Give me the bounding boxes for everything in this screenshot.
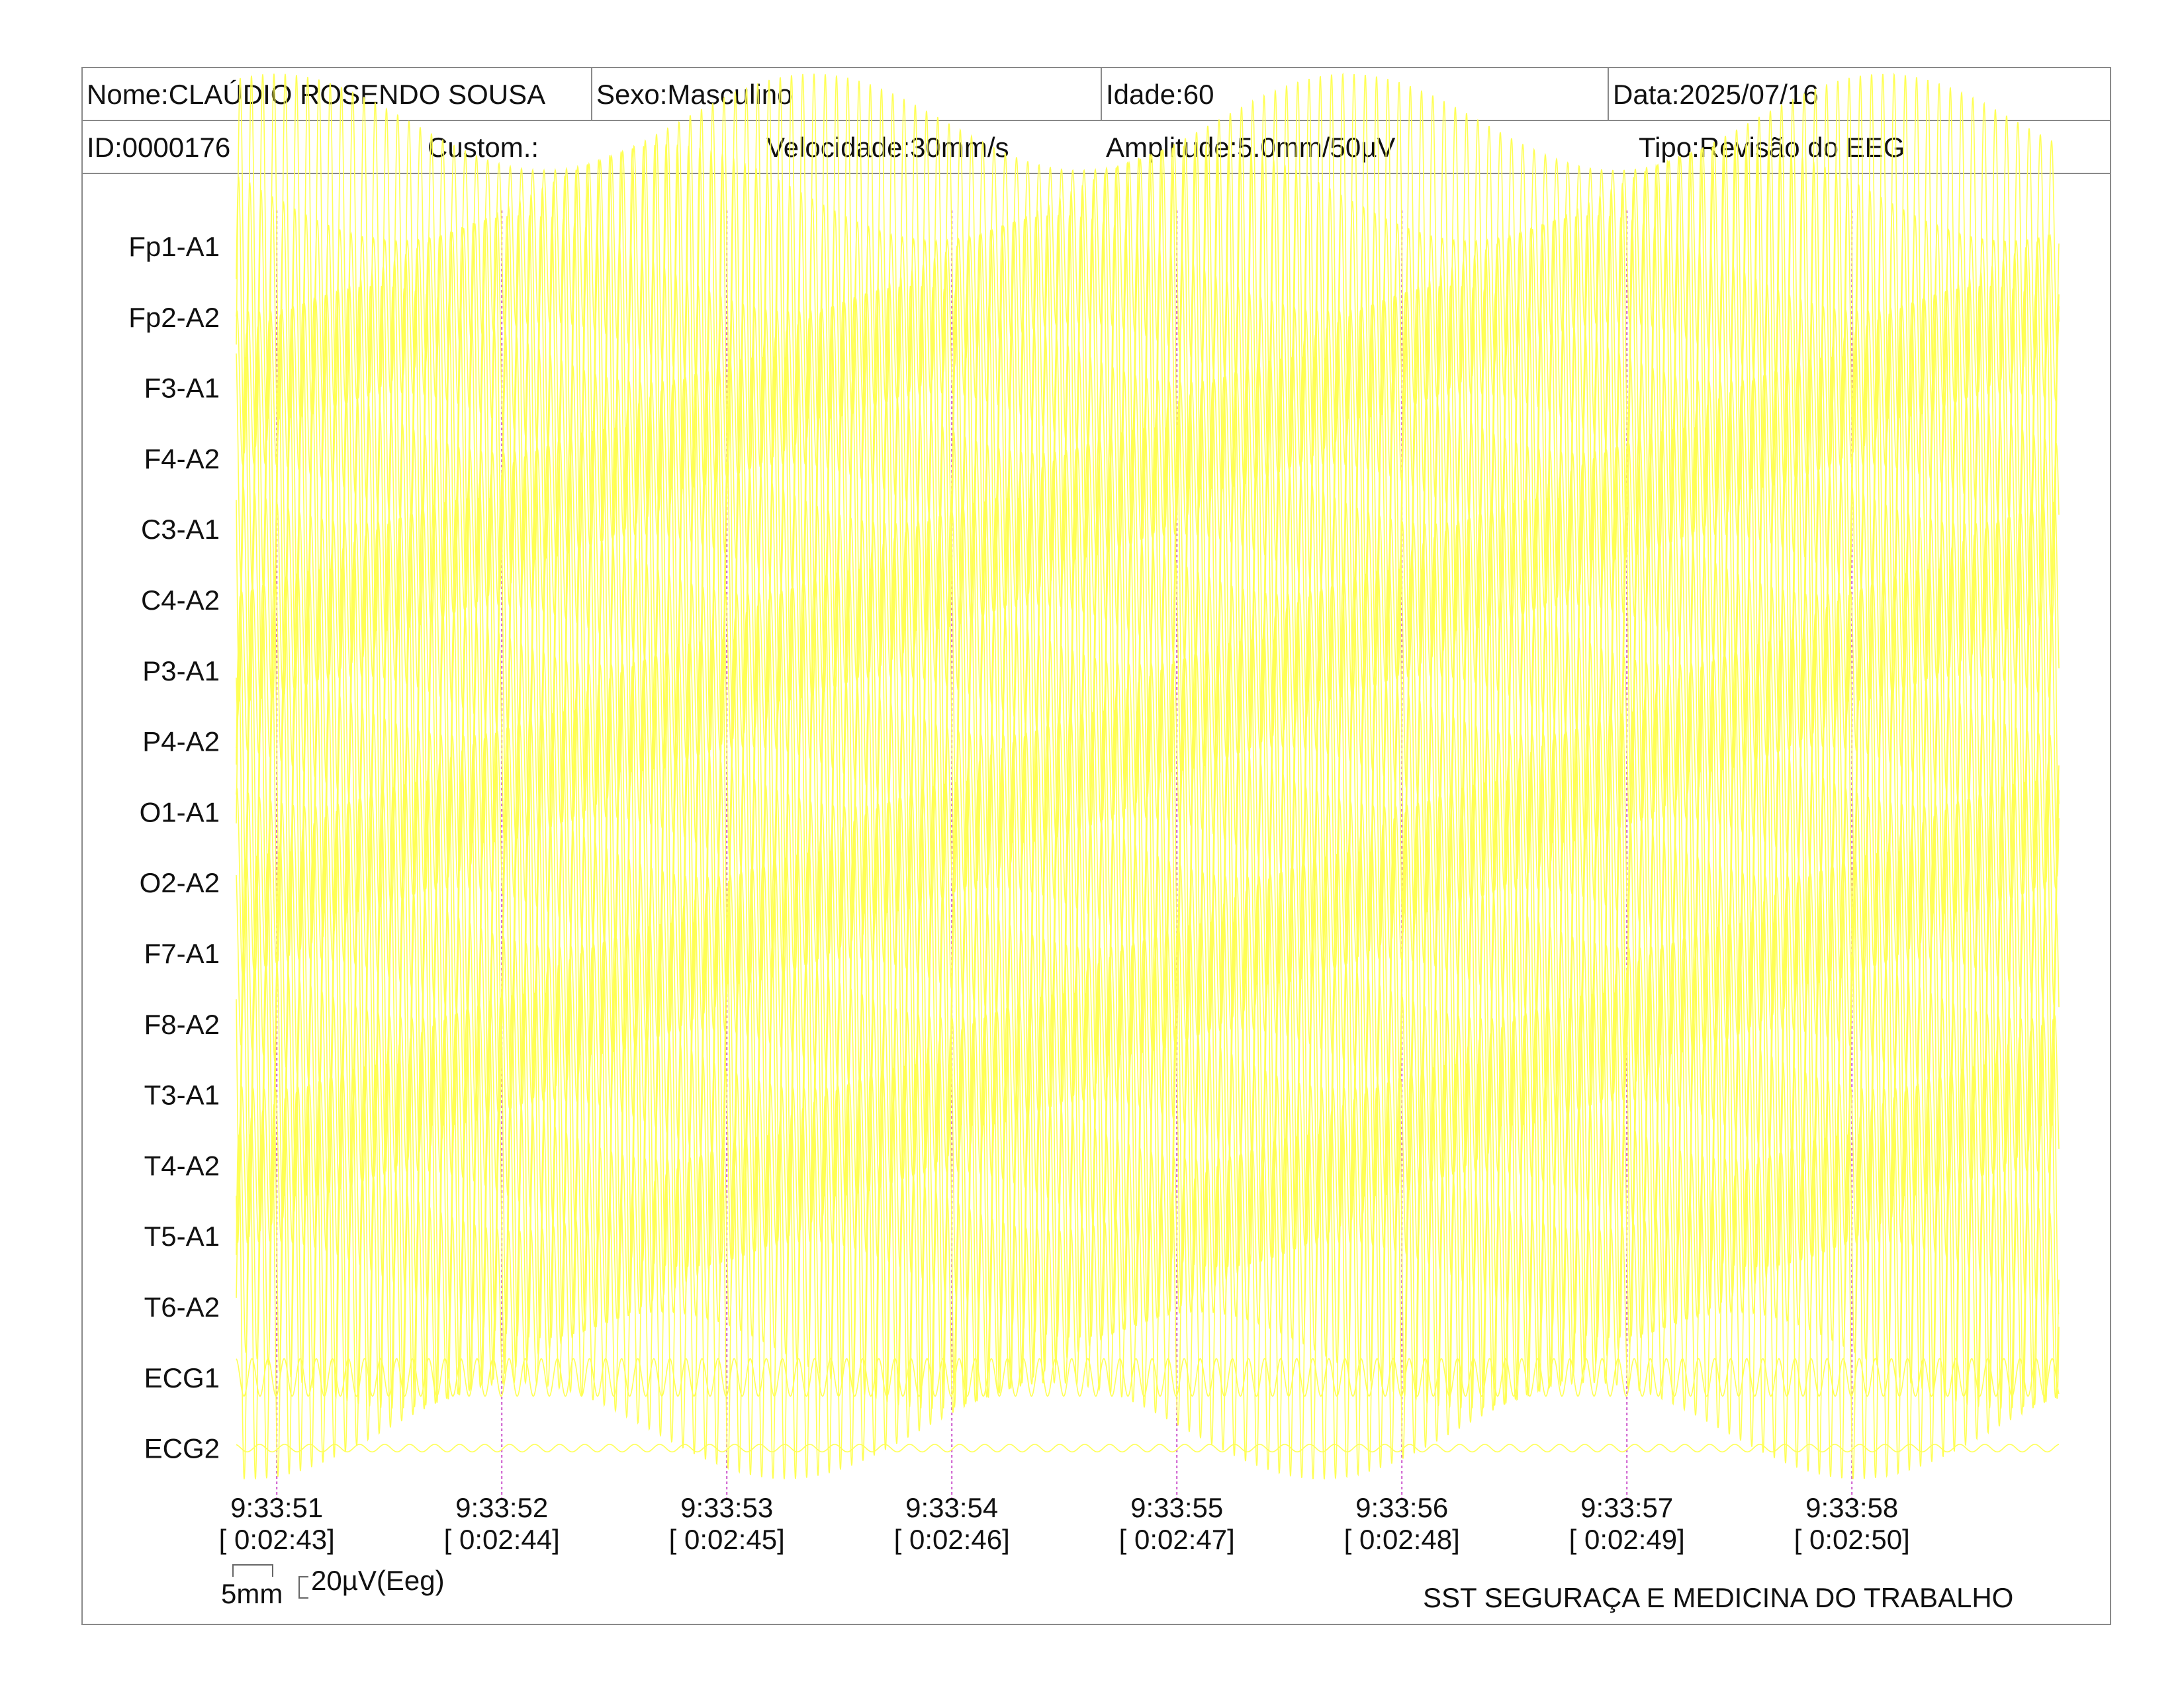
time-scale-bracket	[232, 1564, 273, 1577]
time-clock-label: 9:33:58	[1805, 1492, 1898, 1523]
channel-label: O2-A2	[140, 867, 220, 898]
time-elapsed-label: [ 0:02:46]	[894, 1524, 1010, 1555]
time-elapsed-label: [ 0:02:45]	[669, 1524, 785, 1555]
amplitude-scale-label: 20µV(Eeg)	[311, 1565, 445, 1596]
channel-label: P3-A1	[142, 655, 220, 686]
time-elapsed-label: [ 0:02:43]	[219, 1524, 335, 1555]
time-elapsed-label: [ 0:02:50]	[1794, 1524, 1910, 1555]
channel-label: F7-A1	[144, 938, 220, 969]
channel-trace	[236, 1444, 2060, 1453]
time-clock-label: 9:33:57	[1580, 1492, 1673, 1523]
channel-label: ECG2	[144, 1433, 220, 1464]
channel-trace	[236, 1134, 2060, 1480]
custom-field: Custom.:	[428, 132, 539, 163]
time-scale-label: 5mm	[221, 1578, 283, 1609]
channel-label: T6-A2	[144, 1291, 220, 1323]
channel-trace	[236, 214, 2060, 561]
time-elapsed-label: [ 0:02:48]	[1344, 1524, 1460, 1555]
recording-speed: Velocidade:30mm/s	[766, 132, 1009, 163]
channel-label: O1-A1	[140, 796, 220, 827]
channel-label: C3-A1	[141, 514, 220, 545]
channel-label: T4-A2	[144, 1150, 220, 1181]
exam-date: Data:2025/07/16	[1613, 79, 1819, 110]
time-clock-label: 9:33:53	[680, 1492, 773, 1523]
header-row-patient: Nome:CLAÚDIO ROSENDO SOUSA Sexo:Masculin…	[83, 68, 2110, 121]
channel-trace	[236, 708, 2060, 1056]
channel-trace	[236, 779, 2060, 1127]
time-clock-label: 9:33:52	[455, 1492, 548, 1523]
channel-trace	[236, 285, 2060, 632]
channel-trace	[236, 920, 2060, 1268]
time-elapsed-label: [ 0:02:49]	[1569, 1524, 1685, 1555]
calibration-scale	[232, 1564, 308, 1599]
time-clock-label: 9:33:54	[905, 1492, 998, 1523]
patient-age: Idade:60	[1102, 68, 1609, 120]
channel-label: C4-A2	[141, 585, 220, 616]
time-clock-label: 9:33:55	[1130, 1492, 1223, 1523]
time-elapsed-label: [ 0:02:44]	[444, 1524, 560, 1555]
channel-label: T3-A1	[144, 1080, 220, 1111]
patient-id: ID:0000176	[87, 132, 231, 163]
channel-trace	[236, 356, 2060, 702]
amplitude-scale-bracket	[298, 1576, 308, 1599]
channel-trace	[236, 1358, 2060, 1397]
channel-label: F8-A2	[144, 1009, 220, 1040]
company-name: SST SEGURAÇA E MEDICINA DO TRABALHO	[1423, 1582, 2014, 1613]
channel-labels: Fp1-A1 Fp2-A2 F3-A1 F4-A2 C3-A1 C4-A2 P3-A1 P4-…	[128, 231, 220, 1464]
channel-label: Fp1-A1	[128, 231, 220, 262]
channel-label: ECG1	[144, 1362, 220, 1393]
channel-label: P4-A2	[142, 726, 220, 757]
channel-label: Fp2-A2	[128, 302, 220, 333]
channel-label: T5-A1	[144, 1221, 220, 1252]
time-clock-label: 9:33:51	[230, 1492, 323, 1523]
channel-trace	[236, 849, 2060, 1197]
patient-name: Nome:CLAÚDIO ROSENDO SOUSA	[83, 68, 592, 120]
patient-sex: Sexo:Masculino	[592, 68, 1102, 120]
channel-label: F3-A1	[144, 373, 220, 404]
eeg-traces	[236, 72, 2060, 1480]
channel-label: F4-A2	[144, 443, 220, 474]
time-tick-labels: 9:33:51[ 0:02:43] 9:33:52[ 0:02:44] 9:33:5…	[219, 1492, 1910, 1555]
time-elapsed-label: [ 0:02:47]	[1119, 1524, 1235, 1555]
time-clock-label: 9:33:56	[1355, 1492, 1448, 1523]
